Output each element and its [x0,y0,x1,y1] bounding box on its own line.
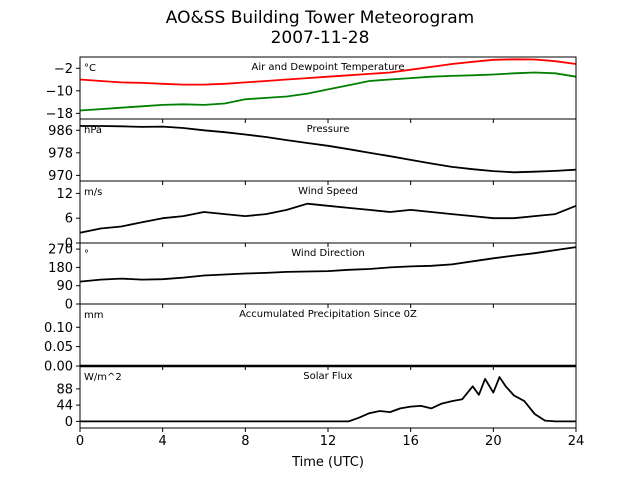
figure-subtitle: 2007-11-28 [270,28,370,48]
panel-temp: −2 −10 −18 °C Air and Dewpoint Temperature [46,56,577,123]
series-line-solar-0 [80,376,576,423]
figure-title-block: AO&SS Building Tower Meteorogram 2007-11… [0,8,640,48]
y-tick-label-wind_dir-3: 0 [65,298,73,313]
x-axis-label: Time (UTC) [291,455,364,470]
y-tick-label-wind_dir-1: 180 [48,261,73,276]
y-tick-label-solar-2: 0 [65,415,73,430]
x-tick-label-2: 8 [241,434,249,449]
y-tick-label-solar-0: 88 [56,382,73,397]
y-tick-label-temp-2: −18 [46,107,73,122]
panel-title-temp: Air and Dewpoint Temperature [252,62,405,73]
y-tick-label-precip-1: 0.05 [44,340,73,355]
panel-wind_speed: 12 6 0 m/s Wind Speed [56,180,577,252]
figure-title: AO&SS Building Tower Meteorogram [165,8,475,28]
y-tick-label-wind_speed-1: 6 [65,212,73,227]
y-tick-label-temp-1: −10 [46,84,73,99]
y-tick-label-pressure-0: 986 [48,124,73,139]
panel-solar: 88 440 W/m^2 Solar Flux [56,365,577,432]
panel-title-wind_dir: Wind Direction [291,248,365,259]
y-tick-label-wind_speed-0: 12 [56,187,73,202]
panel-title-precip: Accumulated Precipitation Since 0Z [239,309,417,320]
x-tick-label-0: 0 [76,434,84,449]
panel-title-pressure: Pressure [307,124,350,135]
x-tick-label-3: 12 [320,434,337,449]
x-tick-label-5: 20 [485,434,502,449]
x-tick-label-6: 24 [568,434,585,449]
y-tick-label-pressure-2: 970 [48,169,73,184]
x-tick-label-1: 4 [159,434,167,449]
unit-label-wind_dir: ° [84,249,89,260]
series-line-wind_speed-0 [79,202,577,234]
panel-wind_dir: 270 180 90 0 ° Wind Direction [48,242,577,313]
y-tick-label-wind_speed-2: 0 [65,237,73,252]
unit-label-temp: °C [84,63,96,74]
y-tick-label-precip-0: 0.10 [44,321,73,336]
panel-title-wind_speed: Wind Speed [298,186,358,197]
series-line-pressure-0 [80,125,577,174]
unit-label-solar: W/m^2 [84,372,122,383]
panel-title-solar: Solar Flux [303,371,353,382]
y-tick-label-temp-0: −2 [54,62,73,77]
panel-pressure: 986 978 970 hPa Pressure [48,118,577,185]
panel-precip: 0.10 0.05 0.00 mm Accumulated Precipitation … [44,303,577,375]
unit-label-precip: mm [84,310,103,321]
y-tick-label-pressure-1: 978 [48,146,73,161]
unit-label-wind_speed: m/s [84,187,102,198]
y-tick-label-wind_dir-2: 90 [56,279,73,294]
x-tick-label-4: 16 [402,434,419,449]
series-line-temp-0 [79,58,577,86]
series-line-temp-1 [79,71,577,112]
series-line-wind_dir-0 [79,246,577,283]
y-tick-label-wind_dir-0: 270 [48,243,73,258]
y-tick-label-precip-2: 0.00 [44,360,73,375]
unit-label-pressure: hPa [84,125,102,136]
y-tick-label-solar-1: 44 [56,399,73,414]
